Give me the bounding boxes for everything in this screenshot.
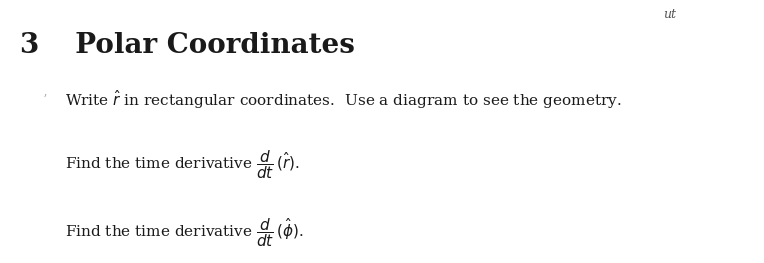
Text: ʼ: ʼ xyxy=(42,93,47,107)
Text: ut: ut xyxy=(663,8,676,21)
Text: Find the time derivative $\dfrac{d}{dt}\,(\hat{\phi})$.: Find the time derivative $\dfrac{d}{dt}\… xyxy=(65,216,303,249)
Text: Polar Coordinates: Polar Coordinates xyxy=(56,32,354,59)
Text: Write $\hat{r}$ in rectangular coordinates.  Use a diagram to see the geometry.: Write $\hat{r}$ in rectangular coordinat… xyxy=(65,88,622,112)
Text: Find the time derivative $\dfrac{d}{dt}\,(\hat{r})$.: Find the time derivative $\dfrac{d}{dt}\… xyxy=(65,148,299,181)
Text: 3: 3 xyxy=(19,32,38,59)
